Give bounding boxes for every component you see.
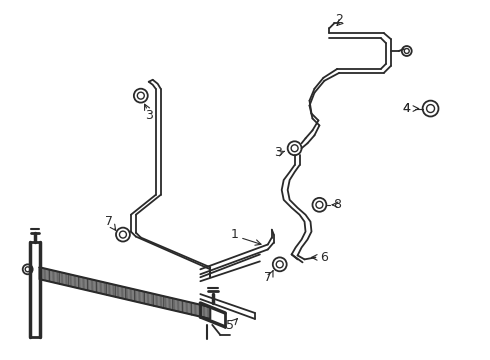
Text: 2: 2 xyxy=(335,13,343,26)
Text: 4: 4 xyxy=(403,102,411,115)
Text: 3: 3 xyxy=(145,109,153,122)
Text: 7: 7 xyxy=(264,271,272,284)
Text: 8: 8 xyxy=(333,198,341,211)
Text: 1: 1 xyxy=(231,228,239,241)
Text: 7: 7 xyxy=(105,215,113,228)
Text: 6: 6 xyxy=(320,251,328,264)
Text: 3: 3 xyxy=(274,146,282,159)
Text: 4: 4 xyxy=(403,102,411,115)
Text: 5: 5 xyxy=(226,319,234,332)
